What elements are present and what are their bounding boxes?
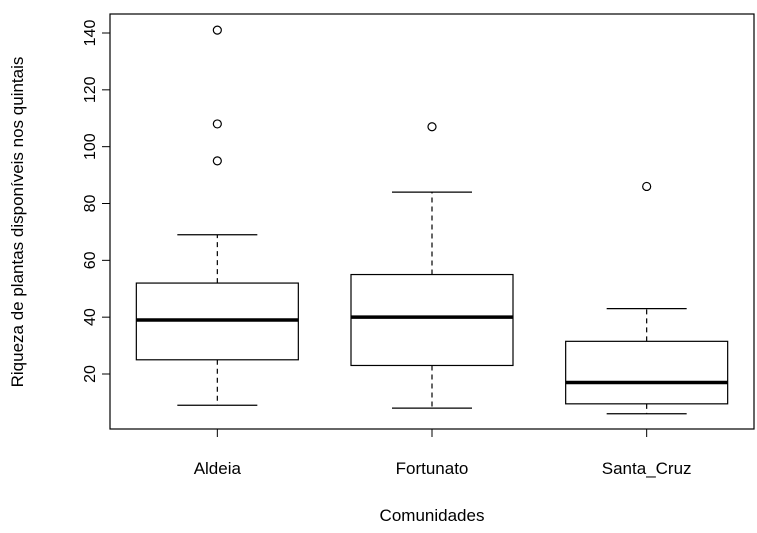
boxes-group [135, 25, 729, 415]
x-tick-label: Santa_Cruz [602, 459, 692, 478]
x-axis-label: Comunidades [380, 506, 485, 525]
iqr-box [565, 340, 729, 405]
y-tick-label: 80 [82, 195, 99, 213]
y-axis: 20 40 60 80 100 120 140 [82, 20, 110, 383]
y-tick-label: 120 [82, 76, 99, 103]
x-tick-label: Aldeia [194, 459, 242, 478]
y-axis-label: Riqueza de plantas disponíveis nos quint… [8, 57, 27, 388]
box-fortunato [350, 122, 514, 409]
outlier-point [212, 119, 222, 129]
y-tick-label: 140 [82, 20, 99, 47]
y-tick-label: 40 [82, 308, 99, 326]
iqr-box [350, 273, 514, 367]
y-tick-label: 20 [82, 365, 99, 383]
outlier-point [427, 122, 437, 132]
x-axis: Aldeia Fortunato Santa_Cruz [194, 429, 692, 478]
outlier-point [212, 156, 222, 166]
y-tick-label: 60 [82, 251, 99, 269]
outlier-point [642, 181, 652, 192]
x-tick-label: Fortunato [396, 459, 469, 478]
outlier-point [212, 25, 222, 35]
y-tick-label: 100 [82, 133, 99, 160]
box-aldeia [135, 25, 299, 406]
box-santa-cruz [565, 181, 729, 415]
